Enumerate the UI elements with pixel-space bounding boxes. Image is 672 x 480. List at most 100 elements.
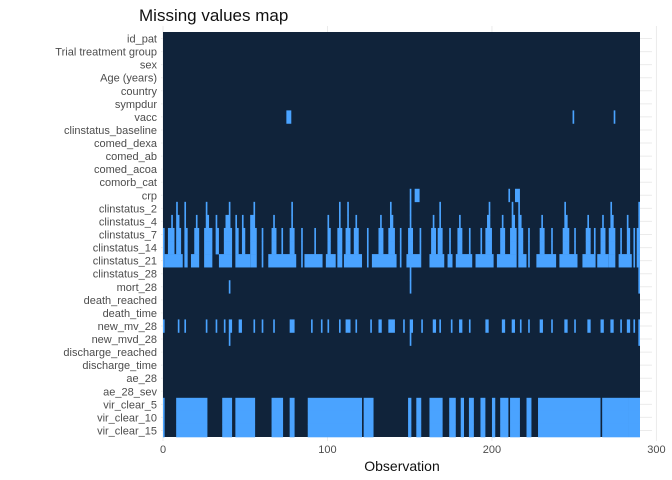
missing-tile <box>177 319 180 333</box>
missing-tile <box>500 227 506 242</box>
missing-tile <box>419 241 422 255</box>
missing-tile <box>345 241 351 255</box>
missing-tile <box>163 410 165 425</box>
missing-tile <box>600 227 606 242</box>
missing-tile <box>602 410 629 425</box>
missing-tile <box>271 227 277 242</box>
missing-tile <box>518 201 520 216</box>
y-tick-label: comed_dexa <box>94 138 158 150</box>
missing-tile <box>337 227 343 242</box>
missing-tile <box>250 214 256 229</box>
missing-tile <box>636 254 640 268</box>
missing-tile <box>235 254 251 268</box>
missing-tile <box>455 254 473 268</box>
missing-tile <box>538 410 601 425</box>
missing-tile <box>626 319 631 333</box>
missing-tile <box>437 227 443 242</box>
missing-tile <box>184 201 187 216</box>
missing-tile <box>536 254 557 268</box>
missing-tile <box>204 227 213 242</box>
missing-tile <box>613 110 616 124</box>
missing-tile <box>355 214 358 229</box>
missing-tile <box>468 241 471 255</box>
missing-tile <box>480 227 483 242</box>
missing-tile <box>363 397 374 412</box>
missing-tile <box>235 241 239 255</box>
missing-tile <box>628 410 640 425</box>
missing-tile <box>389 201 392 216</box>
missing-tile <box>261 319 264 333</box>
missing-tile <box>510 241 517 255</box>
missing-tile <box>551 319 553 333</box>
missing-tile <box>353 227 359 242</box>
x-axis-ticks: 0 100 200 300 <box>160 444 666 456</box>
missing-tile <box>526 423 532 438</box>
missing-tile <box>241 214 244 229</box>
missing-tile <box>416 423 422 438</box>
missing-tile <box>459 319 463 333</box>
missing-tile <box>338 214 341 229</box>
tile-layer <box>163 32 640 438</box>
missing-tile <box>572 110 575 124</box>
missing-tile <box>235 227 239 242</box>
missing-tile <box>289 410 295 425</box>
missing-tile <box>602 214 604 229</box>
missing-tile <box>574 241 576 255</box>
missing-tile <box>538 423 601 438</box>
missing-tile <box>539 241 545 255</box>
missing-tile <box>291 214 293 229</box>
missing-tile <box>366 241 369 255</box>
missing-tile <box>314 241 316 255</box>
missing-tile <box>602 397 629 412</box>
missing-tile <box>228 332 231 346</box>
missing-tile <box>449 423 456 438</box>
missing-tile <box>261 227 264 242</box>
missing-tile <box>421 319 423 333</box>
missing-tile <box>608 241 616 255</box>
missing-tile <box>222 423 233 438</box>
missing-tile <box>163 254 165 268</box>
missing-tile <box>176 214 180 229</box>
missing-tile <box>388 319 395 333</box>
missing-tile <box>437 241 443 255</box>
missing-tile <box>204 254 213 268</box>
missing-tile <box>205 201 208 216</box>
missing-tile <box>468 423 474 438</box>
missing-tile <box>327 319 330 333</box>
missing-tile <box>228 319 233 333</box>
missing-tile <box>432 319 437 333</box>
missing-tile <box>327 214 330 229</box>
missing-tile <box>380 214 382 229</box>
missing-tile <box>610 214 614 229</box>
missing-tile <box>409 267 412 281</box>
y-tick-label: comed_acoa <box>94 164 158 176</box>
missing-tile <box>363 423 374 438</box>
missing-tile <box>338 319 341 333</box>
missing-tile <box>184 254 188 268</box>
missing-tile <box>593 241 596 255</box>
y-tick-label: clinstatus_14 <box>93 243 157 255</box>
missing-tile <box>194 227 200 242</box>
missing-tile <box>468 397 474 412</box>
missing-tile <box>429 423 443 438</box>
y-tick-label: death_reached <box>84 295 157 307</box>
missing-tile <box>564 319 568 333</box>
missing-tile <box>539 319 543 333</box>
missing-tile <box>228 280 231 294</box>
missing-tile <box>416 397 422 412</box>
missing-tile <box>176 397 208 412</box>
missing-tile <box>388 241 395 255</box>
missing-tile <box>408 241 414 255</box>
missing-tile <box>480 397 486 412</box>
missing-tile <box>574 227 576 242</box>
missing-tile <box>399 254 402 268</box>
missing-tile <box>528 227 530 242</box>
missing-tile <box>488 201 491 216</box>
missing-tile <box>429 397 443 412</box>
missing-tile <box>327 241 331 255</box>
missing-tile <box>304 254 323 268</box>
missing-tile <box>414 188 420 203</box>
missing-tile <box>526 397 532 412</box>
missing-tile <box>250 227 257 242</box>
missing-tile <box>355 319 358 333</box>
